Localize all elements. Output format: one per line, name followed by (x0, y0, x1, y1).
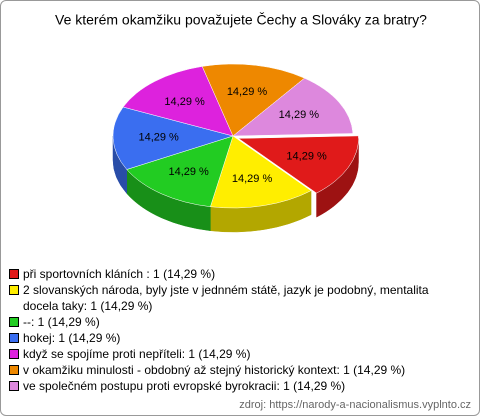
legend-swatch (9, 349, 19, 359)
slice-label: 14,29 % (286, 150, 327, 162)
legend-swatch (9, 333, 19, 343)
slice-label: 14,29 % (279, 109, 320, 121)
legend-label: --: 1 (14,29 %) (23, 315, 100, 329)
slice (122, 66, 234, 137)
slice (201, 63, 305, 137)
slice-label: 14,29 % (232, 173, 273, 185)
legend-item: hokej: 1 (14,29 %) (9, 330, 449, 346)
legend-item: 2 slovanských národa, byly jste v jednné… (9, 282, 449, 314)
legend-label: hokej: 1 (14,29 %) (23, 331, 121, 345)
legend-item: ve společném postupu proti evropské byro… (9, 378, 449, 394)
chart-title: Ve kterém okamžiku považujete Čechy a Sl… (55, 12, 427, 28)
slice (210, 135, 312, 209)
legend-item: --: 1 (14,29 %) (9, 314, 449, 330)
slice-label: 14,29 % (164, 96, 205, 108)
legend-label: při sportovních kláních : 1 (14,29 %) (23, 267, 216, 281)
legend-swatch (9, 269, 19, 279)
legend-swatch (9, 317, 19, 327)
slice (237, 135, 359, 194)
slice (112, 106, 234, 170)
legend-label: 2 slovanských národa, byly jste v jednné… (23, 283, 429, 313)
slice-label: 14,29 % (227, 86, 268, 98)
legend-label: v okamžiku minulosti - obdobný až stejný… (23, 363, 406, 377)
slice-label: 14,29 % (168, 166, 209, 178)
legend-swatch (9, 381, 19, 391)
legend-item: při sportovních kláních : 1 (14,29 %) (9, 266, 449, 282)
pie-area: Ve kterém okamžiku považujete Čechy a Sl… (55, 12, 427, 233)
legend-item: když se spojíme proti nepříteli: 1 (14,2… (9, 346, 449, 362)
legend-swatch (9, 365, 19, 375)
legend-item: v okamžiku minulosti - obdobný až stejný… (9, 362, 449, 378)
legend-swatch (9, 285, 19, 295)
slice-label: 14,29 % (138, 131, 179, 143)
legend-label: když se spojíme proti nepříteli: 1 (14,2… (23, 347, 251, 361)
slice (126, 135, 234, 207)
legend-label: ve společném postupu proti evropské byro… (23, 379, 346, 393)
legend: při sportovních kláních : 1 (14,29 %) 2 s… (9, 266, 449, 394)
slice (232, 77, 354, 137)
source: zdroj: https://narody-a-nacionalismus.vy… (239, 399, 471, 411)
